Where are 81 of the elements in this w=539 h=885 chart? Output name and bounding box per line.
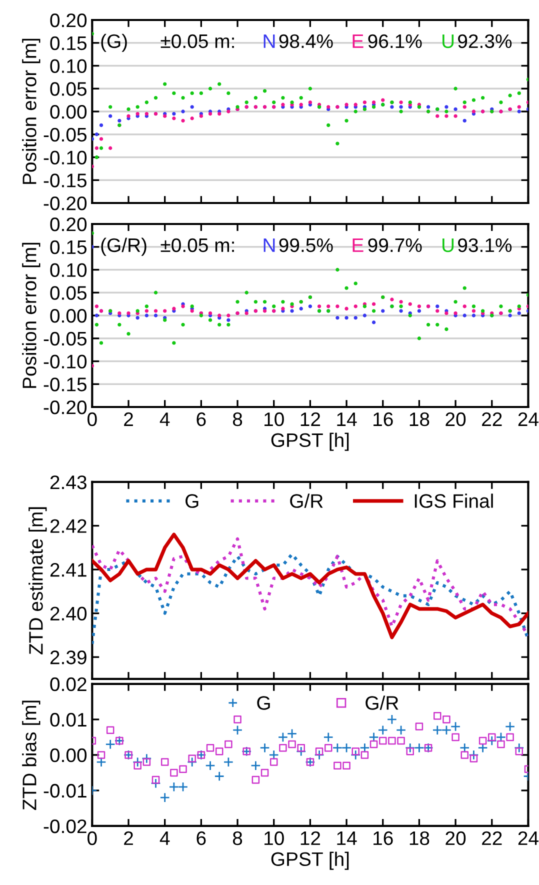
x-tick-label: 8 — [232, 412, 242, 426]
y-axis-title: Position error [m] — [22, 38, 40, 184]
annotation: 99.7% — [368, 238, 422, 252]
y-tick-label: -0.10 — [44, 150, 87, 164]
y-tick-label: 0.10 — [50, 263, 87, 277]
x-tick-label: 16 — [374, 831, 393, 846]
x-tick-label: 10 — [264, 412, 284, 426]
y-tick-label: 0.20 — [50, 217, 87, 232]
y-tick-label: 0.05 — [50, 82, 86, 96]
x-tick-label: 18 — [410, 412, 430, 426]
x-tick-label: 20 — [446, 831, 466, 846]
y-tick-label: -0.15 — [44, 378, 86, 392]
y-tick-label: -0.02 — [44, 819, 86, 834]
y-tick-label: 2.41 — [50, 562, 86, 577]
x-tick-label: 2 — [124, 831, 133, 845]
y-tick-label: -0.20 — [44, 400, 87, 414]
x-axis-title: GPST [h] — [271, 432, 349, 451]
y-tick-label: 2.42 — [50, 519, 86, 533]
annotation: 99.5% — [279, 238, 333, 252]
legend-label: IGS Final — [414, 494, 493, 508]
y-tick-label: 2.43 — [50, 475, 86, 490]
y-tick-label: -0.05 — [44, 128, 86, 142]
annotation: 93.1% — [458, 238, 512, 252]
annotation: ±0.05 m: — [160, 34, 234, 48]
series-label: U — [442, 238, 454, 252]
annotation: 96.1% — [368, 34, 422, 48]
text: E — [352, 34, 364, 48]
y-tick-label: -0.15 — [44, 174, 86, 188]
y-tick-label: 0.15 — [50, 240, 86, 254]
y-tick-label: 0.01 — [50, 712, 86, 727]
legend-label: G — [186, 494, 198, 508]
x-tick-label: 20 — [446, 412, 466, 426]
text: N — [264, 34, 275, 48]
y-tick-label: 0.10 — [50, 59, 87, 73]
x-tick-label: 14 — [337, 412, 357, 426]
y-tick-label: 2.39 — [50, 650, 86, 664]
x-tick-label: 24 — [518, 412, 538, 426]
legend-label: G/R — [366, 696, 398, 710]
x-tick-label: 12 — [300, 412, 320, 426]
x-tick-label: 24 — [518, 831, 538, 845]
y-axis-title: ZTD estimate [m] — [28, 507, 47, 654]
y-tick-label: 0.15 — [50, 36, 86, 50]
y-axis-title: ZTD bias [m] — [22, 700, 40, 810]
x-tick-label: 0 — [88, 412, 97, 426]
y-tick-label: 0.00 — [50, 308, 87, 323]
annotation: (G) — [101, 34, 127, 52]
y-tick-label: -0.05 — [44, 332, 86, 346]
annotation: (G/R) — [101, 238, 146, 256]
x-tick-label: 16 — [374, 412, 393, 426]
x-tick-label: 2 — [124, 412, 133, 426]
x-axis-title: GPST [h] — [271, 852, 349, 870]
text: N — [264, 238, 275, 252]
x-tick-label: 14 — [337, 832, 357, 845]
x-tick-label: 4 — [160, 412, 170, 426]
y-tick-label: -0.01 — [44, 784, 86, 798]
legend-label: G — [257, 696, 270, 710]
annotation: 92.3% — [458, 34, 512, 48]
x-tick-label: 8 — [232, 831, 242, 846]
x-tick-label: 18 — [410, 831, 430, 846]
x-tick-label: 6 — [196, 412, 206, 426]
y-tick-label: 0.05 — [50, 286, 86, 300]
series-label: U — [442, 34, 454, 48]
y-tick-label: 0.02 — [50, 677, 86, 692]
annotation: 98.4% — [279, 34, 333, 48]
y-tick-label: 2.40 — [50, 606, 87, 621]
x-tick-label: 22 — [482, 831, 502, 845]
annotation: ±0.05 m: — [160, 238, 234, 252]
legend-label: G/R — [290, 494, 323, 508]
y-axis-title: Position error [m] — [22, 242, 40, 388]
y-tick-label: -0.10 — [44, 354, 87, 368]
y-tick-label: 0.00 — [50, 748, 87, 762]
y-tick-label: -0.20 — [44, 196, 87, 210]
y-tick-label: 0.00 — [50, 104, 87, 119]
x-tick-label: 6 — [196, 831, 206, 846]
x-tick-label: 12 — [300, 831, 320, 845]
x-tick-label: 4 — [160, 832, 170, 845]
text: E — [352, 238, 364, 252]
y-tick-label: 0.20 — [50, 13, 87, 28]
x-tick-label: 10 — [264, 831, 284, 846]
x-tick-label: 22 — [482, 412, 502, 426]
x-tick-label: 0 — [88, 831, 97, 846]
